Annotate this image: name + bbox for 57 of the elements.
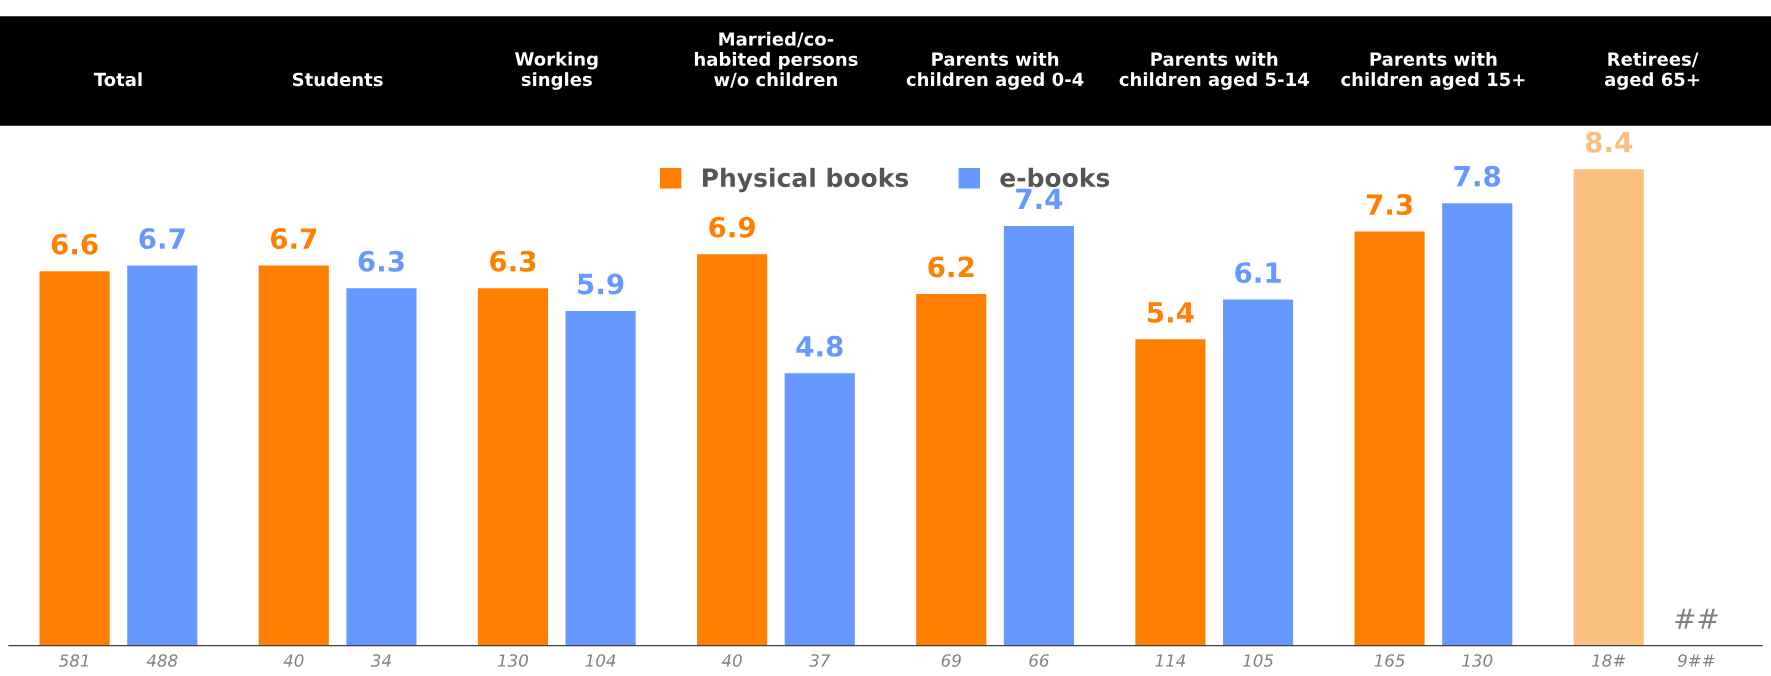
bar (697, 254, 768, 646)
data-label: 6.1 (1235, 262, 1281, 284)
bar (1223, 299, 1294, 646)
data-label: 4.8 (796, 335, 843, 357)
bar (1573, 169, 1644, 646)
bar (916, 293, 987, 646)
bar (565, 310, 636, 646)
bar (1442, 203, 1513, 646)
bar (1135, 339, 1206, 646)
x-tick-label: Total (93, 72, 142, 87)
text: 165 (1374, 654, 1405, 667)
x-tick-label: Working singles (515, 51, 598, 90)
text: 37 (809, 654, 831, 667)
text: 18# (1591, 654, 1626, 667)
legend-label: Physical books (702, 167, 909, 193)
data-label: 5.9 (578, 273, 624, 295)
bar (346, 288, 417, 646)
text: 69 (941, 654, 961, 667)
bar (784, 373, 855, 646)
data-label: 6.3 (490, 250, 536, 272)
data-label: 8.4 (1585, 131, 1633, 153)
text: 130 (497, 654, 528, 667)
data-label: 6.3 (358, 250, 404, 272)
text: 40 (283, 654, 304, 667)
legend-label: e-books (1000, 167, 1110, 188)
text: 105 (1242, 654, 1274, 667)
data-label: 6.7 (270, 228, 317, 250)
data-label: 6.6 (51, 233, 98, 255)
text: 130 (1462, 654, 1493, 667)
data-label: 6.2 (928, 256, 974, 278)
text: 40 (721, 654, 742, 667)
text: 104 (585, 654, 616, 667)
x-tick-label: Parents with children aged 15+ (1341, 51, 1525, 90)
data-label: 6.7 (139, 228, 185, 250)
bar (1003, 225, 1074, 646)
bar (258, 265, 329, 646)
x-tick-label: Parents with children aged 0-4 (906, 51, 1084, 90)
data-label: 7.4 (1016, 188, 1063, 209)
text: 114 (1155, 654, 1186, 667)
x-tick-label: Married/co- habited persons w/o children (694, 31, 858, 88)
bar (1354, 231, 1425, 646)
x-tick-label: Retirees/ aged 65+ (1604, 51, 1700, 90)
data-label: 6.9 (709, 216, 755, 238)
data-label: 5.4 (1147, 302, 1194, 323)
text: 34 (370, 654, 391, 667)
text: 9## (1677, 654, 1715, 667)
bar (127, 265, 198, 646)
x-tick-label: Parents with children aged 5-14 (1119, 51, 1309, 90)
text: 581 (59, 654, 88, 667)
text: ## (1675, 608, 1718, 629)
x-tick-label: Students (292, 72, 383, 87)
bar (39, 271, 110, 646)
data-label: 7.3 (1366, 194, 1412, 216)
data-label: 7.8 (1454, 165, 1501, 187)
text: 66 (1029, 654, 1049, 667)
bar (477, 288, 548, 646)
text: 488 (146, 654, 178, 667)
